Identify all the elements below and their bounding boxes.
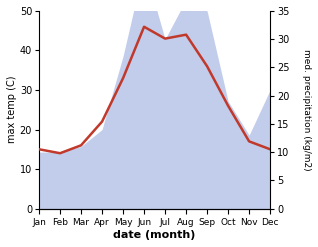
Y-axis label: med. precipitation (kg/m2): med. precipitation (kg/m2) [302,49,311,171]
X-axis label: date (month): date (month) [114,230,196,240]
Y-axis label: max temp (C): max temp (C) [7,76,17,144]
